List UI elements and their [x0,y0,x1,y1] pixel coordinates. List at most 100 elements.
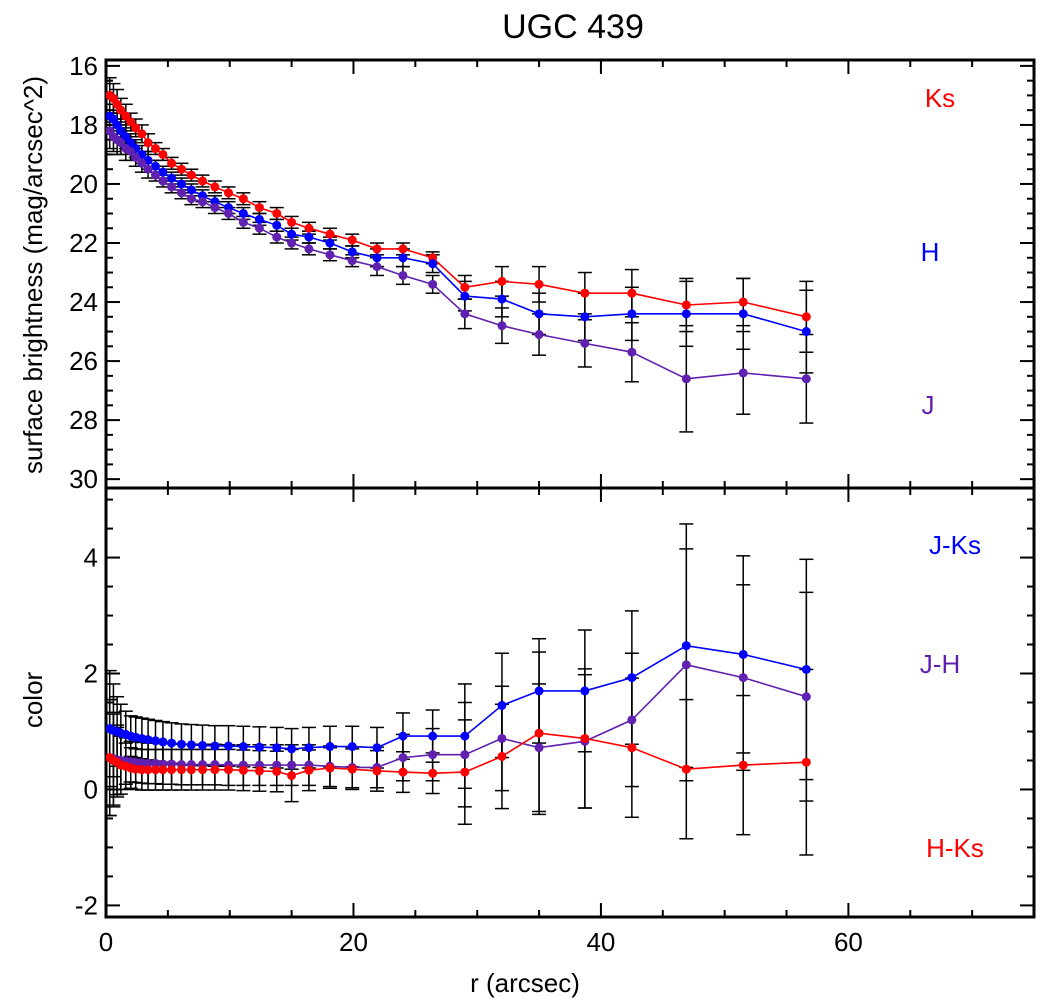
y-tick-label: 2 [84,659,98,689]
data-point-J [580,338,590,348]
data-point-J-Ks [304,743,314,753]
data-point-H-Ks [325,763,335,773]
data-point-J-H [627,715,637,725]
data-point-J-Ks [627,673,637,683]
data-point-J [158,176,168,186]
y-axis-label-bottom: color [18,671,48,728]
data-point-J [198,197,208,207]
data-point-H [150,161,160,171]
data-point-J-Ks [428,731,438,741]
data-point-H [186,185,196,195]
data-point-H [167,173,177,183]
data-point-Ks [167,158,177,168]
data-point-H-Ks [460,767,470,777]
data-point-J-H [143,758,153,768]
data-point-J-Ks [167,738,177,748]
data-point-H-Ks [210,765,220,775]
series-label-H-Ks: H-Ks [926,833,984,863]
data-point-J [398,270,408,280]
data-point-H [738,309,748,319]
y-tick-label: -2 [75,890,98,920]
data-point-H-Ks [137,765,147,775]
data-point-J-H [534,743,544,753]
y-tick-label: 0 [84,774,98,804]
data-point-H-Ks [186,765,196,775]
data-point-Ks [801,312,811,322]
y-tick-label: 30 [69,464,98,494]
data-point-H [534,309,544,319]
data-point-H [398,253,408,263]
data-point-J [304,244,314,254]
data-point-Ks [325,229,335,239]
data-point-J-Ks [186,740,196,750]
data-point-J-Ks [398,731,408,741]
data-point-J-Ks [347,742,357,752]
data-layer [106,523,814,856]
x-axis-label: r (arcsec) [470,968,580,998]
data-point-J [372,262,382,272]
data-point-H-Ks [254,766,264,776]
data-point-J-Ks [143,735,153,745]
data-point-J [223,208,233,218]
data-point-J-Ks [460,731,470,741]
data-point-J-Ks [534,686,544,696]
data-point-J [497,321,507,331]
data-layer [106,76,814,433]
data-point-J [150,170,160,180]
data-point-J [627,347,637,357]
data-point-J [738,368,748,378]
data-point-Ks [254,203,264,213]
data-point-J-Ks [272,743,282,753]
data-point-Ks [131,123,141,133]
data-point-J [801,374,811,384]
data-point-H-Ks [143,765,153,775]
x-tick-label: 0 [99,927,113,957]
x-tick-label: 20 [339,927,368,957]
data-point-J [143,164,153,174]
y-tick-label: 18 [69,110,98,140]
y-tick-label: 22 [69,228,98,258]
data-point-Ks [497,276,507,286]
data-point-Ks [398,244,408,254]
data-point-H-Ks [738,760,748,770]
data-point-J [167,182,177,192]
data-point-J [325,250,335,260]
data-point-Ks [580,288,590,298]
data-point-Ks [304,223,314,233]
data-point-H-Ks [304,765,314,775]
data-point-Ks [272,208,282,218]
data-point-J [272,232,282,242]
data-point-H-Ks [223,765,233,775]
data-point-H [126,138,136,148]
x-tick-label: 60 [834,927,863,957]
data-point-H-Ks [627,743,637,753]
data-point-H [627,309,637,319]
series-label-H: H [921,237,940,267]
surface-brightness-panel: 16 18 20 22 24 26 28 30 Ks H J [69,51,1036,494]
data-point-H-Ks [801,757,811,767]
data-point-H [460,291,470,301]
data-point-J-Ks [223,741,233,751]
data-point-H-Ks [176,765,186,775]
data-point-Ks [738,297,748,307]
data-point-H [372,253,382,263]
data-point-J-Ks [238,742,248,752]
data-point-J [254,223,264,233]
data-point-H [272,220,282,230]
data-point-Ks [176,164,186,174]
data-point-J [126,147,136,157]
data-point-H [287,229,297,239]
data-point-H [158,167,168,177]
data-point-Ks [460,282,470,292]
data-point-Ks [137,129,147,139]
data-point-J-Ks [198,740,208,750]
data-point-H-Ks [534,728,544,738]
data-point-J [428,279,438,289]
data-point-H [176,179,186,189]
data-point-J-Ks [210,741,220,751]
data-point-Ks [534,279,544,289]
data-point-Ks [347,235,357,245]
